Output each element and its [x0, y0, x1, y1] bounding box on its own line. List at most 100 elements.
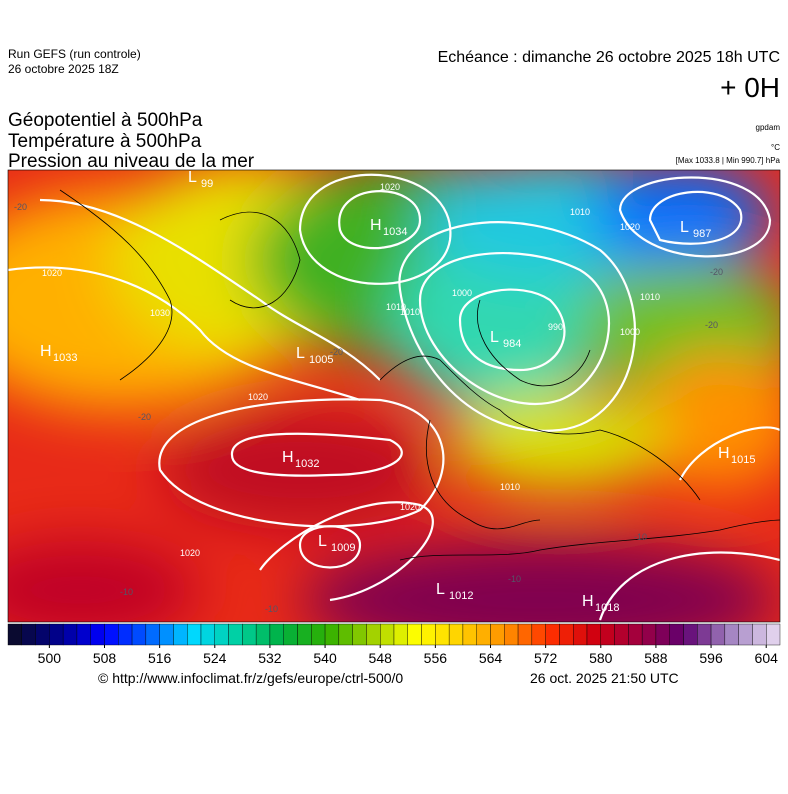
colorbar-swatch: [145, 623, 160, 646]
temperature-label: -10: [265, 604, 278, 614]
colorbar-swatch: [586, 623, 601, 646]
colorbar-tick-label: 548: [369, 650, 393, 666]
colorbar-swatch: [255, 623, 271, 646]
colorbar-swatch: [393, 623, 408, 646]
colorbar-swatch: [697, 623, 712, 646]
colorbar-swatch: [421, 623, 436, 646]
center-letter: L: [296, 345, 305, 362]
center-letter: L: [318, 533, 327, 550]
colorbar-swatch: [504, 623, 519, 646]
colorbar-swatch: [131, 623, 147, 646]
center-value: 987: [693, 228, 711, 240]
colorbar-swatch: [738, 623, 753, 646]
center-letter: L: [680, 219, 689, 236]
center-value: 1005: [309, 354, 333, 366]
temperature-label: -10: [120, 587, 133, 597]
title: Pression au niveau de la mer: [8, 151, 255, 172]
colorbar-swatch: [228, 623, 243, 646]
temperature-label: -20: [705, 320, 718, 330]
colorbar-swatch: [49, 623, 64, 646]
isobar-label: 1020: [248, 392, 268, 402]
center-value: 1015: [731, 454, 755, 466]
colorbar-tick-label: 556: [424, 650, 448, 666]
colorbar-swatch: [766, 623, 781, 646]
colorbar-swatch: [683, 623, 698, 646]
colorbar-swatch: [517, 623, 533, 646]
colorbar-swatch: [641, 623, 657, 646]
colorbar-swatch: [490, 623, 505, 646]
center-value: 1034: [383, 226, 407, 238]
colorbar-swatch: [573, 623, 588, 646]
colorbar-swatch: [269, 623, 284, 646]
temperature-label: -20: [14, 202, 27, 212]
map: [8, 170, 780, 622]
colorbar-tick-label: 572: [534, 650, 558, 666]
center-letter: H: [718, 445, 730, 462]
unit: gpdam: [756, 123, 781, 132]
isobar-label: 1020: [380, 182, 400, 192]
colorbar-swatch: [311, 623, 326, 646]
center-letter: H: [370, 217, 382, 234]
title: Température à 500hPa: [8, 131, 202, 152]
center-value: 1009: [331, 542, 355, 554]
colorbar-swatch: [476, 623, 491, 646]
colorbar-swatch: [159, 623, 174, 646]
colorbar-swatch: [531, 623, 546, 646]
colorbar-swatch: [90, 623, 105, 646]
source: © http://www.infoclimat.fr/z/gefs/europe…: [98, 670, 403, 686]
colorbar-swatch: [21, 623, 36, 646]
colorbar-swatch: [200, 623, 215, 646]
center-value: 1033: [53, 352, 77, 364]
isobar-label: 990: [548, 322, 563, 332]
colorbar-swatch: [752, 623, 767, 646]
colorbar-swatch: [448, 623, 464, 646]
colorbar-swatch: [380, 623, 395, 646]
center-letter: L: [490, 329, 499, 346]
center-letter: H: [582, 593, 594, 610]
colorbar-swatch: [655, 623, 670, 646]
colorbar-swatch: [352, 623, 367, 646]
center-value: 99: [201, 178, 213, 190]
colorbar-tick-label: 604: [755, 650, 779, 666]
colorbar-swatch: [545, 623, 560, 646]
colorbar-tick-label: 540: [313, 650, 337, 666]
colorbar-swatch: [62, 623, 78, 646]
colorbar-swatch: [242, 623, 257, 646]
isobar-label: 1010: [400, 307, 420, 317]
colorbar-swatch: [76, 623, 91, 646]
isobar-label: 1010: [500, 482, 520, 492]
temperature-label: -10: [634, 532, 647, 542]
center-letter: L: [188, 169, 197, 186]
colorbar-swatch: [173, 623, 188, 646]
run-date: 26 octobre 2025 18Z: [8, 62, 119, 76]
isobar-label: 1010: [386, 302, 406, 312]
colorbar-swatch: [283, 623, 298, 646]
generated: 26 oct. 2025 21:50 UTC: [530, 670, 679, 686]
lead-time: + 0H: [720, 72, 780, 103]
colorbar-tick-label: 508: [93, 650, 117, 666]
isobar-label: 1020: [620, 222, 640, 232]
center-value: 1012: [449, 590, 473, 602]
colorbar-swatch: [366, 623, 381, 646]
colorbar-swatch: [338, 623, 353, 646]
colorbar-swatch: [407, 623, 422, 646]
colorbar-swatch: [118, 623, 133, 646]
colorbar-swatch: [435, 623, 450, 646]
temperature-label: -20: [330, 347, 343, 357]
isobar-label: 1000: [452, 288, 472, 298]
isobar-label: 1010: [570, 207, 590, 217]
isobar-label: 1030: [150, 308, 170, 318]
colorbar-swatch: [187, 623, 202, 646]
colorbar-swatch: [214, 623, 229, 646]
colorbar-swatch: [724, 623, 739, 646]
temperature-label: -20: [710, 267, 723, 277]
colorbar-swatch: [297, 623, 312, 646]
colorbar-swatch: [7, 623, 22, 646]
colorbar-swatch: [104, 623, 119, 646]
colorbar-tick-label: 532: [258, 650, 282, 666]
unit: [Max 1033.8 | Min 990.7] hPa: [676, 156, 781, 165]
center-value: 984: [503, 338, 521, 350]
colorbar-swatch: [559, 623, 574, 646]
